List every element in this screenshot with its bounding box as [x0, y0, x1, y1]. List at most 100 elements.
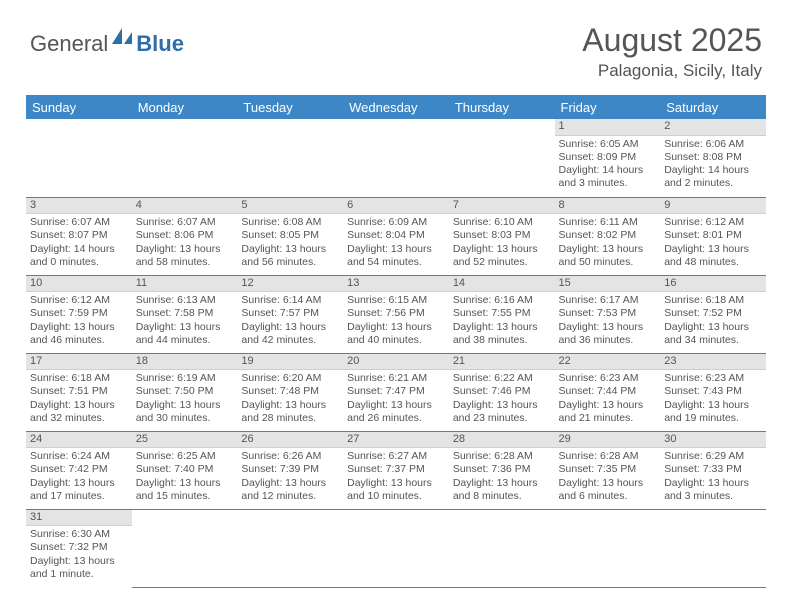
- calendar-cell: [26, 119, 132, 197]
- sunset-line: Sunset: 7:51 PM: [30, 385, 128, 398]
- day-number: 25: [132, 432, 238, 449]
- sunrise-line: Sunrise: 6:17 AM: [559, 294, 657, 307]
- weekday-header: Monday: [132, 96, 238, 120]
- calendar-cell: [132, 119, 238, 197]
- calendar-row: 1Sunrise: 6:05 AMSunset: 8:09 PMDaylight…: [26, 119, 766, 197]
- sunset-line: Sunset: 7:33 PM: [664, 463, 762, 476]
- daylight-line: Daylight: 13 hours and 44 minutes.: [136, 321, 234, 347]
- sunset-line: Sunset: 7:36 PM: [453, 463, 551, 476]
- daylight-line: Daylight: 13 hours and 32 minutes.: [30, 399, 128, 425]
- day-number: 2: [660, 119, 766, 136]
- calendar-cell: 6Sunrise: 6:09 AMSunset: 8:04 PMDaylight…: [343, 197, 449, 275]
- weekday-header: Tuesday: [237, 96, 343, 120]
- sunset-line: Sunset: 7:59 PM: [30, 307, 128, 320]
- calendar-row: 3Sunrise: 6:07 AMSunset: 8:07 PMDaylight…: [26, 197, 766, 275]
- daylight-line: Daylight: 14 hours and 3 minutes.: [559, 164, 657, 190]
- sunset-line: Sunset: 7:52 PM: [664, 307, 762, 320]
- sunrise-line: Sunrise: 6:15 AM: [347, 294, 445, 307]
- calendar-body: 1Sunrise: 6:05 AMSunset: 8:09 PMDaylight…: [26, 119, 766, 587]
- calendar-cell: 11Sunrise: 6:13 AMSunset: 7:58 PMDayligh…: [132, 275, 238, 353]
- sunrise-line: Sunrise: 6:12 AM: [30, 294, 128, 307]
- calendar-cell: [555, 509, 661, 587]
- day-number: 18: [132, 354, 238, 371]
- weekday-header: Friday: [555, 96, 661, 120]
- day-number: 8: [555, 198, 661, 215]
- weekday-header: Thursday: [449, 96, 555, 120]
- sunrise-line: Sunrise: 6:19 AM: [136, 372, 234, 385]
- day-number: 23: [660, 354, 766, 371]
- calendar-cell: [343, 119, 449, 197]
- calendar-cell: 10Sunrise: 6:12 AMSunset: 7:59 PMDayligh…: [26, 275, 132, 353]
- calendar-cell: 13Sunrise: 6:15 AMSunset: 7:56 PMDayligh…: [343, 275, 449, 353]
- daylight-line: Daylight: 13 hours and 36 minutes.: [559, 321, 657, 347]
- calendar-cell: 25Sunrise: 6:25 AMSunset: 7:40 PMDayligh…: [132, 431, 238, 509]
- daylight-line: Daylight: 13 hours and 10 minutes.: [347, 477, 445, 503]
- sunrise-line: Sunrise: 6:27 AM: [347, 450, 445, 463]
- title-block: August 2025 Palagonia, Sicily, Italy: [582, 22, 762, 81]
- sunrise-line: Sunrise: 6:06 AM: [664, 138, 762, 151]
- sunset-line: Sunset: 7:35 PM: [559, 463, 657, 476]
- sunrise-line: Sunrise: 6:10 AM: [453, 216, 551, 229]
- sunrise-line: Sunrise: 6:13 AM: [136, 294, 234, 307]
- sunrise-line: Sunrise: 6:07 AM: [136, 216, 234, 229]
- calendar-cell: 3Sunrise: 6:07 AMSunset: 8:07 PMDaylight…: [26, 197, 132, 275]
- sunset-line: Sunset: 7:58 PM: [136, 307, 234, 320]
- day-number: 1: [555, 119, 661, 136]
- day-number: 17: [26, 354, 132, 371]
- location: Palagonia, Sicily, Italy: [582, 61, 762, 81]
- sunrise-line: Sunrise: 6:25 AM: [136, 450, 234, 463]
- day-number: 21: [449, 354, 555, 371]
- calendar-cell: [660, 509, 766, 587]
- daylight-line: Daylight: 13 hours and 40 minutes.: [347, 321, 445, 347]
- weekday-header: Saturday: [660, 96, 766, 120]
- sunset-line: Sunset: 7:44 PM: [559, 385, 657, 398]
- day-number: 22: [555, 354, 661, 371]
- daylight-line: Daylight: 13 hours and 23 minutes.: [453, 399, 551, 425]
- sunrise-line: Sunrise: 6:16 AM: [453, 294, 551, 307]
- calendar-cell: [449, 119, 555, 197]
- day-number: 27: [343, 432, 449, 449]
- day-number: 20: [343, 354, 449, 371]
- sunset-line: Sunset: 8:01 PM: [664, 229, 762, 242]
- calendar-row: 24Sunrise: 6:24 AMSunset: 7:42 PMDayligh…: [26, 431, 766, 509]
- calendar-cell: 18Sunrise: 6:19 AMSunset: 7:50 PMDayligh…: [132, 353, 238, 431]
- sunset-line: Sunset: 7:42 PM: [30, 463, 128, 476]
- sunrise-line: Sunrise: 6:22 AM: [453, 372, 551, 385]
- daylight-line: Daylight: 13 hours and 48 minutes.: [664, 243, 762, 269]
- sunset-line: Sunset: 7:32 PM: [30, 541, 128, 554]
- day-number: 10: [26, 276, 132, 293]
- sunrise-line: Sunrise: 6:20 AM: [241, 372, 339, 385]
- sunrise-line: Sunrise: 6:29 AM: [664, 450, 762, 463]
- day-number: 19: [237, 354, 343, 371]
- sunset-line: Sunset: 7:37 PM: [347, 463, 445, 476]
- calendar-cell: 16Sunrise: 6:18 AMSunset: 7:52 PMDayligh…: [660, 275, 766, 353]
- sunrise-line: Sunrise: 6:11 AM: [559, 216, 657, 229]
- calendar-cell: 2Sunrise: 6:06 AMSunset: 8:08 PMDaylight…: [660, 119, 766, 197]
- sunset-line: Sunset: 7:48 PM: [241, 385, 339, 398]
- sunrise-line: Sunrise: 6:21 AM: [347, 372, 445, 385]
- calendar-cell: 26Sunrise: 6:26 AMSunset: 7:39 PMDayligh…: [237, 431, 343, 509]
- sunrise-line: Sunrise: 6:14 AM: [241, 294, 339, 307]
- sunrise-line: Sunrise: 6:05 AM: [559, 138, 657, 151]
- daylight-line: Daylight: 13 hours and 38 minutes.: [453, 321, 551, 347]
- calendar-cell: 9Sunrise: 6:12 AMSunset: 8:01 PMDaylight…: [660, 197, 766, 275]
- sunset-line: Sunset: 8:02 PM: [559, 229, 657, 242]
- sunset-line: Sunset: 7:53 PM: [559, 307, 657, 320]
- sunrise-line: Sunrise: 6:12 AM: [664, 216, 762, 229]
- month-title: August 2025: [582, 22, 762, 59]
- sail-icon: [112, 28, 134, 49]
- sunset-line: Sunset: 7:39 PM: [241, 463, 339, 476]
- weekday-header: Sunday: [26, 96, 132, 120]
- sunset-line: Sunset: 7:50 PM: [136, 385, 234, 398]
- calendar-cell: 30Sunrise: 6:29 AMSunset: 7:33 PMDayligh…: [660, 431, 766, 509]
- day-number: 14: [449, 276, 555, 293]
- calendar-table: Sunday Monday Tuesday Wednesday Thursday…: [26, 95, 766, 588]
- daylight-line: Daylight: 13 hours and 54 minutes.: [347, 243, 445, 269]
- calendar-cell: 23Sunrise: 6:23 AMSunset: 7:43 PMDayligh…: [660, 353, 766, 431]
- calendar-cell: 21Sunrise: 6:22 AMSunset: 7:46 PMDayligh…: [449, 353, 555, 431]
- calendar-cell: 7Sunrise: 6:10 AMSunset: 8:03 PMDaylight…: [449, 197, 555, 275]
- day-number: 7: [449, 198, 555, 215]
- calendar-row: 10Sunrise: 6:12 AMSunset: 7:59 PM Dayligh…: [26, 275, 766, 353]
- calendar-cell: 8Sunrise: 6:11 AMSunset: 8:02 PMDaylight…: [555, 197, 661, 275]
- sunset-line: Sunset: 7:46 PM: [453, 385, 551, 398]
